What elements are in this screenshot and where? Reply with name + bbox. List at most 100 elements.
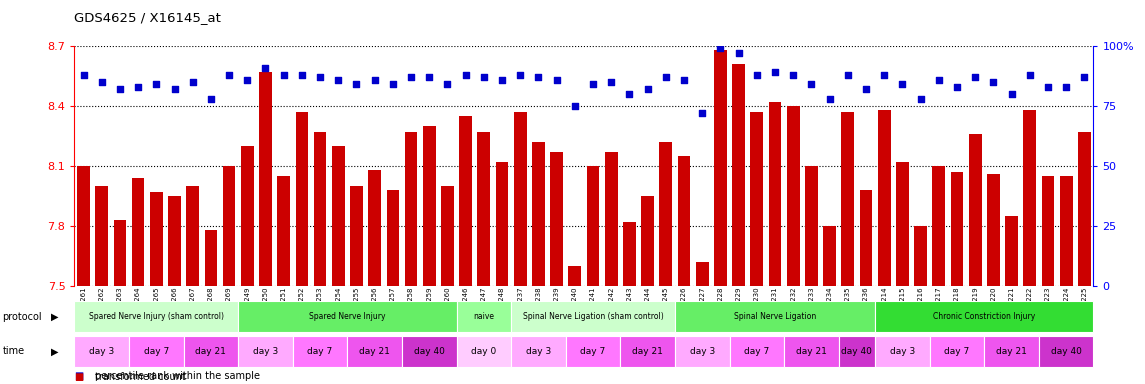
Bar [314, 132, 326, 286]
Bar [113, 220, 126, 286]
Point [347, 81, 365, 88]
Text: ▶: ▶ [52, 346, 58, 356]
Point [329, 77, 347, 83]
Bar [1005, 216, 1018, 286]
Point [729, 50, 748, 56]
Bar [696, 262, 709, 286]
Point [966, 74, 985, 80]
Text: day 7: day 7 [143, 347, 169, 356]
Point [621, 91, 639, 97]
Point [766, 70, 784, 76]
Text: Chronic Constriction Injury: Chronic Constriction Injury [933, 312, 1035, 321]
Bar [897, 162, 909, 286]
Text: day 40: day 40 [1051, 347, 1082, 356]
Point [584, 81, 602, 88]
Bar [441, 186, 453, 286]
Point [365, 77, 384, 83]
Bar [1024, 110, 1036, 286]
Text: day 21: day 21 [996, 347, 1027, 356]
Text: day 3: day 3 [89, 347, 114, 356]
Point [1039, 84, 1057, 90]
Bar [259, 72, 271, 286]
Point [930, 77, 948, 83]
Text: Spinal Nerve Ligation: Spinal Nerve Ligation [734, 312, 816, 321]
Point [148, 81, 166, 88]
Bar [623, 222, 635, 286]
Point [293, 72, 311, 78]
Text: day 3: day 3 [253, 347, 278, 356]
Bar [369, 170, 381, 286]
Point [220, 72, 238, 78]
Text: ■: ■ [74, 371, 84, 381]
Point [457, 72, 475, 78]
Bar [842, 112, 854, 286]
Point [238, 77, 256, 83]
Bar [496, 162, 508, 286]
Text: day 21: day 21 [796, 347, 827, 356]
Point [384, 81, 402, 88]
Point [985, 79, 1003, 85]
Bar [240, 146, 254, 286]
Text: day 7: day 7 [945, 347, 970, 356]
Text: day 3: day 3 [689, 347, 714, 356]
Text: day 7: day 7 [308, 347, 333, 356]
Bar [187, 186, 199, 286]
Text: GDS4625 / X16145_at: GDS4625 / X16145_at [74, 12, 221, 25]
Point [1002, 91, 1020, 97]
Bar [932, 166, 945, 286]
Text: time: time [2, 346, 24, 356]
Text: day 21: day 21 [360, 347, 390, 356]
Point [711, 45, 729, 51]
Bar [969, 134, 981, 286]
Bar [532, 142, 545, 286]
Point [529, 74, 547, 80]
Text: Spinal Nerve Ligation (sham control): Spinal Nerve Ligation (sham control) [522, 312, 663, 321]
Text: Spared Nerve Injury: Spared Nerve Injury [309, 312, 386, 321]
Bar [277, 176, 290, 286]
Point [165, 86, 183, 93]
Bar [551, 152, 563, 286]
Point [1020, 72, 1039, 78]
Text: day 21: day 21 [632, 347, 663, 356]
Point [838, 72, 856, 78]
Point [311, 74, 330, 80]
Point [402, 74, 420, 80]
Bar [860, 190, 872, 286]
Text: day 40: day 40 [842, 347, 872, 356]
Point [275, 72, 293, 78]
Point [893, 81, 911, 88]
Bar [714, 50, 727, 286]
Bar [95, 186, 108, 286]
Bar [1060, 176, 1073, 286]
Bar [350, 186, 363, 286]
Text: day 40: day 40 [413, 347, 444, 356]
Bar [733, 64, 745, 286]
Point [492, 77, 511, 83]
Point [439, 81, 457, 88]
Bar [150, 192, 163, 286]
Point [74, 72, 93, 78]
Bar [768, 102, 781, 286]
Bar [295, 112, 308, 286]
Bar [586, 166, 600, 286]
Point [129, 84, 148, 90]
Point [856, 86, 875, 93]
Bar [332, 146, 345, 286]
Bar [660, 142, 672, 286]
Bar [387, 190, 400, 286]
Bar [568, 266, 582, 286]
Point [875, 72, 893, 78]
Text: ■: ■ [74, 372, 84, 382]
Text: day 3: day 3 [890, 347, 915, 356]
Bar [514, 112, 527, 286]
Point [1075, 74, 1093, 80]
Text: ▶: ▶ [52, 312, 58, 322]
Point [420, 74, 439, 80]
Point [674, 77, 693, 83]
Bar [823, 226, 836, 286]
Bar [205, 230, 218, 286]
Bar [132, 178, 144, 286]
Bar [423, 126, 435, 286]
Point [183, 79, 202, 85]
Bar [787, 106, 799, 286]
